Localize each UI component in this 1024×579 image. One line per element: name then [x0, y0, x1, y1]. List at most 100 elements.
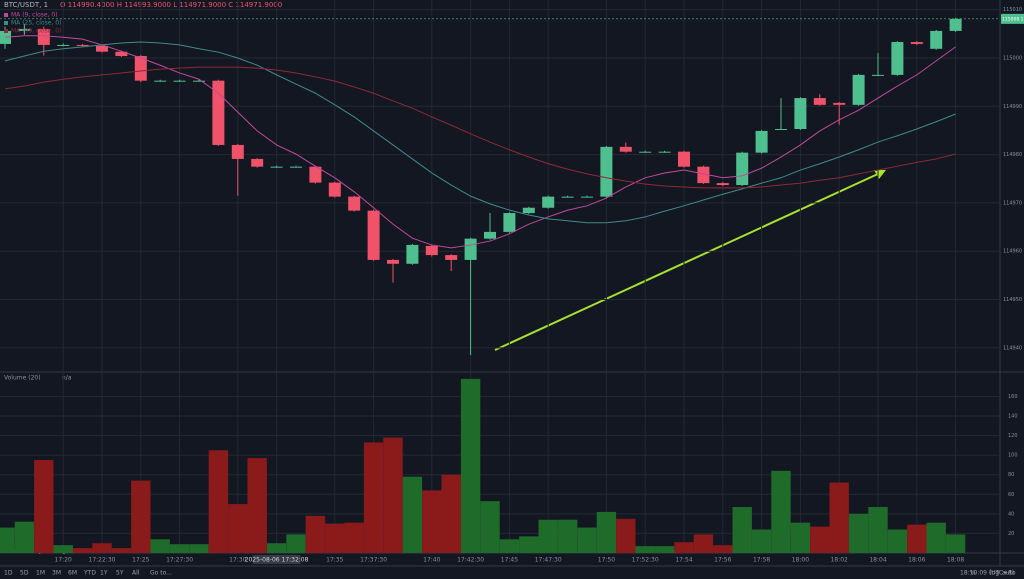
candle-body — [193, 80, 205, 82]
volume-bar — [557, 519, 578, 553]
range-button[interactable]: 1M — [36, 570, 45, 577]
x-tick-label: 17:35 — [326, 557, 343, 564]
x-tick-label: 18:04 — [869, 557, 886, 564]
y-tick-label: 114990 — [1003, 104, 1022, 110]
candle-body — [290, 166, 302, 168]
volume-bar — [286, 534, 306, 553]
x-tick-label: 17:25 — [132, 557, 149, 564]
volume-bar — [945, 534, 966, 553]
volume-bar — [887, 529, 908, 553]
volume-bar — [732, 507, 752, 553]
volume-bar — [111, 548, 132, 553]
last-price-tag — [1001, 13, 1024, 24]
candle-body — [561, 196, 574, 198]
clock: 18:10:09 (UTC+8) — [960, 570, 1014, 577]
candle-body — [425, 245, 438, 256]
volume-bar — [907, 524, 927, 553]
x-tick-label: 17:37:30 — [360, 557, 387, 564]
ma-legend: MA (25, close, 0) — [11, 20, 61, 27]
volume-bar — [848, 513, 869, 553]
candle-body — [775, 128, 787, 130]
volume-bar — [499, 539, 520, 553]
candle-body — [115, 51, 128, 57]
x-tick-label: 17:50 — [598, 557, 615, 564]
scale-option[interactable]: % — [970, 570, 976, 577]
candle-body — [619, 146, 632, 152]
y-tick-label: 114940 — [1003, 345, 1022, 351]
x-tick-label: 17:30 — [229, 557, 246, 564]
candle-body — [755, 130, 768, 153]
range-button[interactable]: 1D — [4, 570, 13, 577]
volume-bar — [53, 545, 73, 553]
candle-body — [503, 213, 516, 232]
volume-bar — [693, 534, 714, 553]
scale-option[interactable]: log — [990, 570, 999, 577]
range-button[interactable]: 6M — [68, 570, 77, 577]
volume-bar — [460, 378, 481, 553]
candle-body — [794, 98, 807, 129]
ma-legend: MA (9, close, 0) — [11, 12, 58, 19]
candle-body — [57, 44, 70, 46]
volume-bar — [383, 437, 403, 553]
x-tick-label: 18:06 — [908, 557, 925, 564]
x-tick-label: 17:58 — [753, 557, 770, 564]
volume-bar — [616, 518, 636, 553]
range-button[interactable]: YTD — [83, 570, 96, 577]
candle-body — [930, 30, 943, 49]
candle-body — [309, 166, 322, 183]
x-tick-label: 17:20 — [55, 557, 72, 564]
volume-bar — [402, 476, 423, 553]
last-price-label: 115008.1 — [1002, 16, 1024, 22]
scale-option[interactable]: auto — [1002, 570, 1016, 577]
candle-body — [445, 255, 458, 260]
ma-legend-swatch — [4, 21, 8, 25]
moving-average — [4, 35, 956, 249]
y-tick-label: 114960 — [1003, 249, 1022, 255]
volume-bar — [363, 442, 384, 553]
candle-body — [231, 144, 244, 159]
volume-bar — [538, 519, 558, 553]
candle-body — [464, 238, 477, 260]
x-tick-label: 2025-08-06 17:32:08 — [245, 557, 309, 564]
volume-bar — [422, 490, 442, 553]
volume-tick-label: 100 — [1008, 453, 1018, 459]
volume-bar — [829, 482, 849, 553]
volume-bar — [674, 542, 694, 553]
candle-body — [134, 56, 147, 81]
candle-body — [581, 196, 593, 198]
x-tick-label: 17:52:30 — [632, 557, 659, 564]
range-button[interactable]: All — [132, 570, 140, 577]
volume-bar — [790, 522, 811, 553]
candle-body — [522, 207, 535, 214]
moving-average — [4, 41, 956, 224]
volume-title: Volume (20) — [4, 375, 41, 382]
volume-bar — [325, 523, 345, 553]
range-button[interactable]: 3M — [52, 570, 61, 577]
volume-bar — [208, 450, 229, 553]
range-button[interactable]: 1Y — [100, 570, 108, 577]
volume-bar — [480, 501, 500, 553]
volume-bar — [596, 511, 617, 553]
volume-bar — [266, 543, 287, 553]
x-tick-label: 17:22:30 — [89, 557, 116, 564]
volume-bar — [72, 548, 93, 553]
x-tick-label: 18:08 — [947, 557, 964, 564]
volume-bar — [868, 507, 888, 553]
volume-bar — [169, 544, 190, 553]
volume-bar — [305, 515, 326, 553]
ma-legend-swatch — [4, 13, 8, 17]
range-button[interactable]: 5D — [20, 570, 29, 577]
ma-legend: MA (99, close, 0) — [11, 28, 61, 35]
candle-body — [678, 151, 690, 167]
range-button[interactable]: 5Y — [116, 570, 124, 577]
y-tick-label: 115010 — [1003, 7, 1022, 13]
x-tick-label: 17:54 — [675, 557, 692, 564]
x-tick-label: 17:27:30 — [166, 557, 193, 564]
candle-body — [18, 28, 31, 31]
candle-body — [600, 146, 613, 197]
volume-bar — [926, 522, 946, 553]
candle-body — [658, 151, 671, 153]
goto-button[interactable]: Go to... — [150, 570, 172, 577]
volume-bar — [654, 546, 675, 553]
candle-body — [833, 102, 846, 105]
